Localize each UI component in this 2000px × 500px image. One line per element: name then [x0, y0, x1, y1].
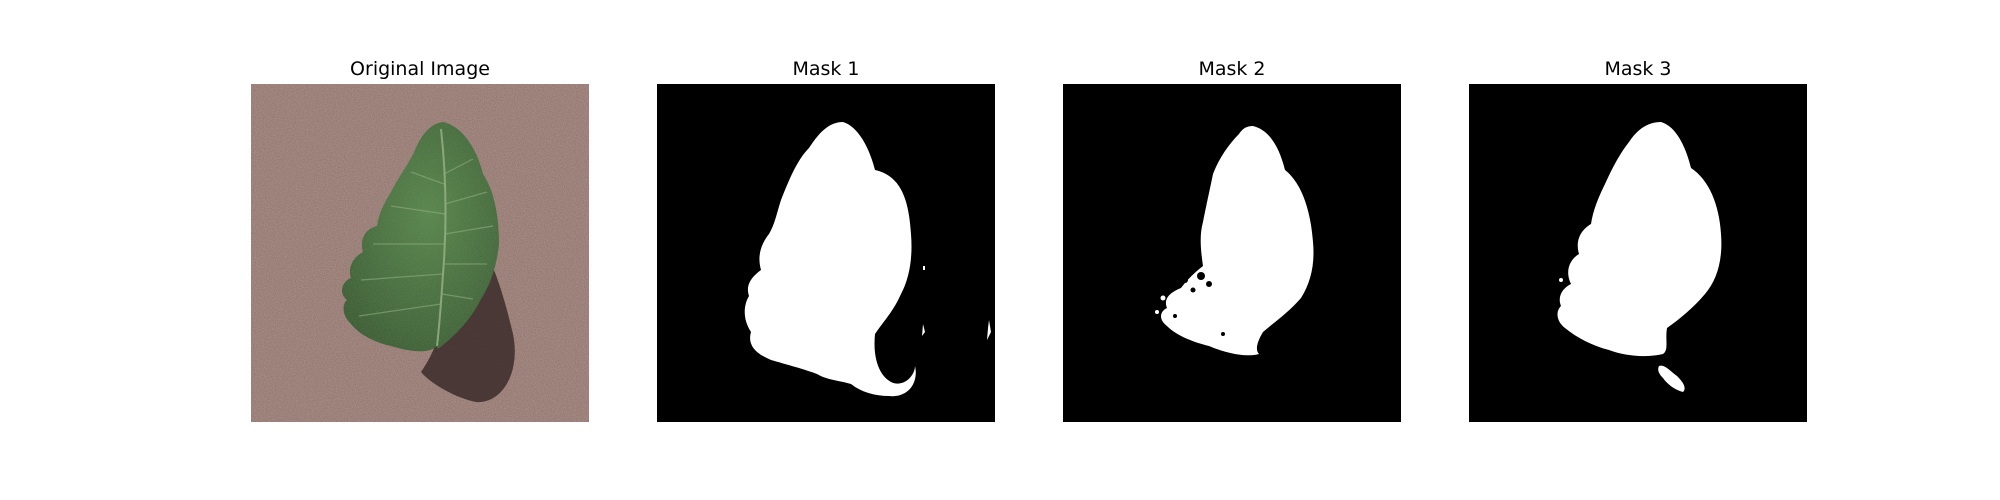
panel-title-mask-1: Mask 1 — [792, 58, 860, 80]
mask-2-leaf-region — [1161, 126, 1314, 356]
leaf-midrib — [436, 128, 447, 347]
mask-1-image — [657, 84, 995, 422]
mask-2-image — [1063, 84, 1401, 422]
panel-title-mask-2: Mask 2 — [1198, 58, 1266, 80]
panel-title-mask-3: Mask 3 — [1604, 58, 1672, 80]
mask-1-leaf-region — [744, 122, 916, 397]
mask-3-image — [1469, 84, 1807, 422]
original-image — [251, 84, 589, 422]
mask-3-leaf-region — [1557, 122, 1722, 357]
panel-title-original: Original Image — [350, 58, 490, 80]
mask-3-fragment — [1658, 365, 1685, 392]
